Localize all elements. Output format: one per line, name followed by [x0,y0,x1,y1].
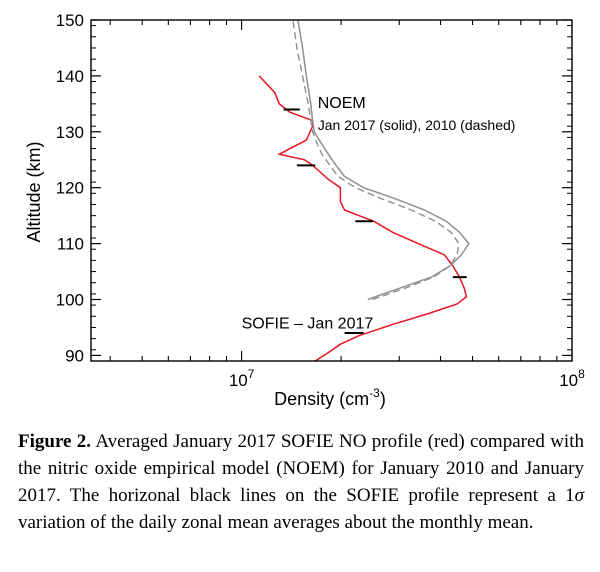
caption-sigma: σ [574,485,584,506]
y-tick-label: 120 [56,179,84,198]
caption-label: Figure 2. [18,431,92,452]
x-tick-label-exponent: 8 [578,367,585,381]
error-bar-layer [283,108,467,335]
caption-text-2: variation of the daily zonal mean averag… [18,512,534,533]
series-line-noem-2017 [297,19,470,301]
plot-frame [90,19,573,362]
x-tick-label: 107 [229,367,255,390]
series-line-noem-2010 [292,19,460,301]
y-tick-label: 100 [56,291,84,310]
y-axis-label: Altitude (km) [24,141,44,242]
x-axis-label-end: ) [380,389,386,409]
annotation-sofie: SOFIE – Jan 2017 [242,316,374,333]
annotation-noem: NOEM [318,95,366,112]
x-axis-label-exponent: -3 [369,386,380,400]
figure-caption: Figure 2. Averaged January 2017 SOFIE NO… [18,428,584,536]
y-tick-label: 130 [56,123,84,142]
series-line-sofie [258,75,468,362]
x-tick-label-base: 10 [559,371,578,390]
series-layer [258,19,470,362]
x-axis-label-base: Density (cm [274,389,369,409]
x-tick-label: 108 [559,367,585,390]
x-tick-label-exponent: 7 [248,367,255,381]
annotation-layer: NOEM Jan 2017 (solid), 2010 (dashed) SOFIE… [242,95,516,333]
annotation-noem-sub: Jan 2017 (solid), 2010 (dashed) [318,117,516,133]
caption-text-1: Averaged January 2017 SOFIE NO profile (… [18,431,584,506]
y-tick-label: 140 [56,67,84,86]
x-tick-label-base: 10 [229,371,248,390]
y-tick-label: 90 [65,346,84,365]
x-axis-label: Density (cm-3) [274,386,386,409]
y-tick-label: 110 [57,235,84,254]
y-tick-label: 150 [56,11,84,30]
